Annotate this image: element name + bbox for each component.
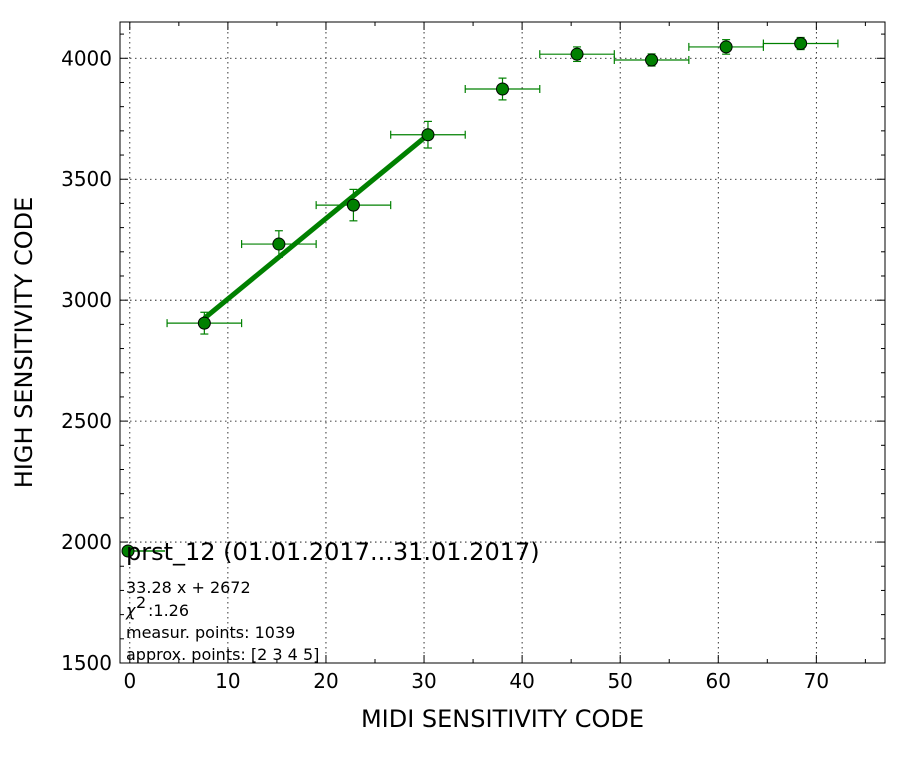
data-point bbox=[241, 230, 317, 258]
y-tick-label: 3500 bbox=[61, 167, 112, 191]
data-point bbox=[464, 77, 541, 101]
data-point bbox=[613, 53, 690, 67]
fit-annotations: 33.28 x + 2672 χ 2 :1.26 measur. points:… bbox=[125, 578, 319, 664]
measured-points: measur. points: 1039 bbox=[126, 623, 295, 642]
fit-line-layer bbox=[202, 132, 430, 321]
data-point bbox=[539, 46, 615, 63]
x-tick-label: 10 bbox=[215, 669, 240, 693]
data-points bbox=[166, 36, 839, 335]
y-tick-label: 4000 bbox=[61, 46, 112, 70]
x-tick-label: 70 bbox=[804, 669, 829, 693]
data-point bbox=[688, 39, 764, 55]
grid-lines bbox=[120, 22, 885, 664]
y-axis-label: HIGH SENSITIVITY CODE bbox=[10, 197, 38, 489]
point-marker bbox=[570, 47, 584, 61]
approx-points: approx. points: [2 3 4 5] bbox=[126, 645, 319, 664]
data-point bbox=[390, 120, 466, 149]
x-tick-label: 50 bbox=[607, 669, 632, 693]
x-axis-label: MIDI SENSITIVITY CODE bbox=[361, 705, 644, 733]
legend: prst_12 (01.01.2017...31.01.2017) bbox=[121, 538, 540, 566]
point-marker bbox=[346, 198, 360, 212]
point-marker bbox=[719, 40, 733, 54]
legend-label: prst_12 (01.01.2017...31.01.2017) bbox=[126, 538, 540, 566]
data-point bbox=[762, 36, 839, 51]
x-tick-label: 40 bbox=[509, 669, 534, 693]
chi-square-symbol: χ bbox=[125, 601, 136, 620]
chi-square-exponent: 2 bbox=[136, 593, 146, 612]
fit-equation: 33.28 x + 2672 bbox=[126, 578, 251, 597]
data-point bbox=[166, 311, 243, 335]
y-tick-label: 2500 bbox=[61, 409, 112, 433]
chi-square-value: :1.26 bbox=[148, 601, 189, 620]
legend-marker bbox=[121, 544, 135, 558]
fit-line bbox=[202, 132, 430, 321]
point-marker bbox=[645, 53, 659, 67]
x-tick-label: 0 bbox=[123, 669, 136, 693]
point-marker bbox=[272, 237, 286, 251]
x-tick-label: 60 bbox=[706, 669, 731, 693]
y-tick-label: 1500 bbox=[61, 651, 112, 675]
x-tick-label: 30 bbox=[411, 669, 436, 693]
point-marker bbox=[421, 128, 435, 142]
y-tick-label: 2000 bbox=[61, 530, 112, 554]
plot-frame bbox=[119, 21, 886, 664]
data-point bbox=[315, 188, 392, 222]
axis-ticks: 0 10 20 30 40 50 60 70 1500 2000 2500 3000 3500 4000 bbox=[61, 22, 885, 693]
y-tick-label: 3000 bbox=[61, 288, 112, 312]
x-tick-label: 20 bbox=[313, 669, 338, 693]
point-marker bbox=[197, 316, 211, 330]
point-marker bbox=[794, 37, 808, 51]
point-marker bbox=[496, 82, 509, 96]
